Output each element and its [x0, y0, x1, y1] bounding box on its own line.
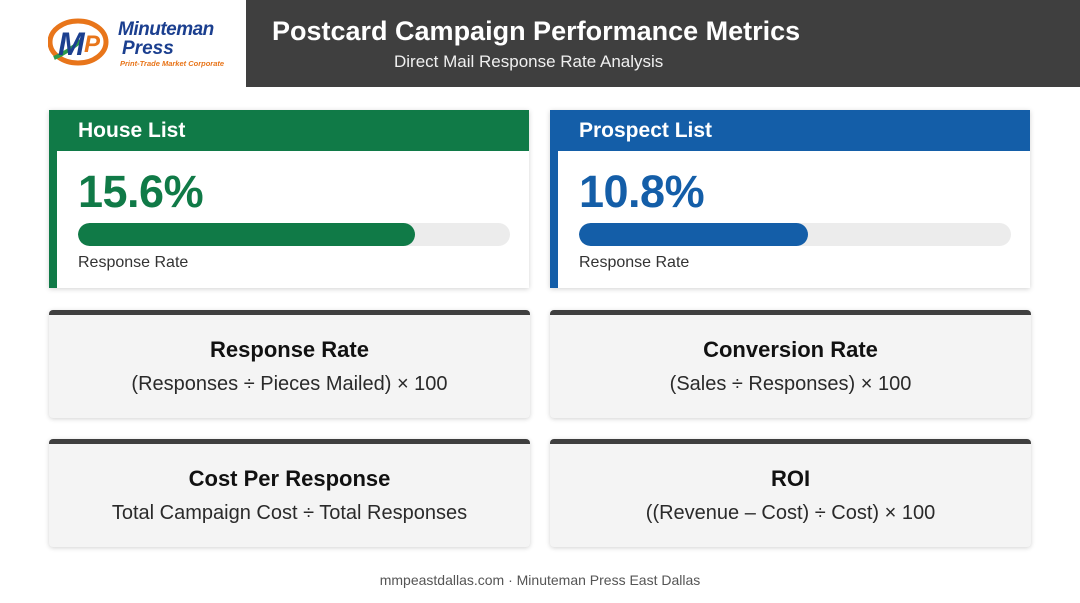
house-list-title: House List [57, 110, 529, 151]
header-bar: Postcard Campaign Performance Metrics Di… [246, 0, 1080, 87]
house-list-progress-fill [78, 223, 415, 246]
prospect-list-card: Prospect List 10.8% Response Rate [550, 110, 1030, 288]
house-list-card: House List 15.6% Response Rate [49, 110, 529, 288]
page-title: Postcard Campaign Performance Metrics [272, 16, 801, 46]
formula-text: Total Campaign Cost ÷ Total Responses [111, 502, 468, 524]
formula-card-roi: ROI ((Revenue – Cost) ÷ Cost) × 100 [550, 439, 1031, 547]
logo-name-line1: Minuteman [118, 19, 214, 40]
formula-title: Conversion Rate [703, 337, 878, 362]
minuteman-press-logo-icon: M P [48, 18, 109, 66]
prospect-list-progress-fill [579, 223, 808, 246]
formula-card-conversion-rate: Conversion Rate (Sales ÷ Responses) × 10… [550, 310, 1031, 418]
formula-card-response-rate: Response Rate (Responses ÷ Pieces Mailed… [49, 310, 530, 418]
formula-text: (Responses ÷ Pieces Mailed) × 100 [131, 373, 448, 395]
formula-text: (Sales ÷ Responses) × 100 [669, 373, 912, 395]
prospect-list-title: Prospect List [558, 110, 1030, 151]
prospect-list-progress-track [579, 223, 1011, 246]
house-list-progress-track [78, 223, 510, 246]
prospect-list-value: 10.8% [579, 166, 705, 217]
formula-title: ROI [770, 466, 811, 491]
formula-title: Response Rate [210, 337, 369, 362]
page-subtitle: Direct Mail Response Rate Analysis [394, 52, 664, 71]
prospect-list-label: Response Rate [579, 254, 690, 271]
logo-tagline: Print-Trade Market Corporate [120, 59, 225, 68]
logo: M P Minuteman Press Print-Trade Market C… [0, 0, 246, 87]
logo-name-line2: Press [122, 38, 174, 59]
house-list-value: 15.6% [78, 166, 204, 217]
svg-text:M: M [58, 26, 86, 62]
formula-card-cost-per-response: Cost Per Response Total Campaign Cost ÷ … [49, 439, 530, 547]
svg-text:P: P [84, 31, 101, 58]
house-list-label: Response Rate [78, 254, 189, 271]
formula-title: Cost Per Response [188, 466, 391, 491]
footer-text: mmpeastdallas.com · Minuteman Press East… [379, 572, 701, 588]
formula-text: ((Revenue – Cost) ÷ Cost) × 100 [645, 502, 936, 524]
logo-text: Minuteman Press Print-Trade Market Corpo… [118, 20, 224, 68]
